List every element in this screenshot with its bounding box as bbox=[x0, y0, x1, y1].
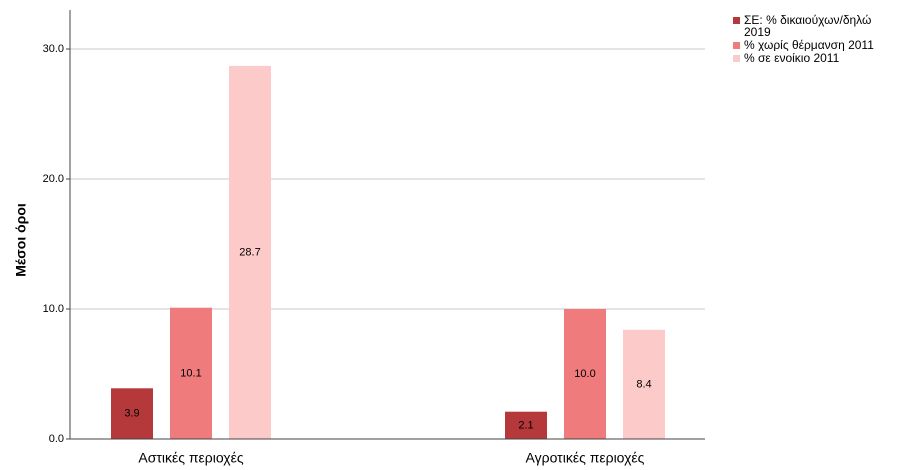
legend-label: ΣΕ: % δικαιούχων/δηλώ 2019 bbox=[744, 14, 872, 38]
y-tick-label: 20.0 bbox=[43, 173, 64, 185]
legend: ΣΕ: % δικαιούχων/δηλώ 2019% χωρίς θέρμαν… bbox=[733, 14, 901, 65]
legend-swatch bbox=[733, 55, 740, 62]
data-label: 28.7 bbox=[239, 246, 260, 258]
y-axis-title: Μέσοι όροι bbox=[13, 203, 29, 277]
legend-item: ΣΕ: % δικαιούχων/δηλώ 2019 bbox=[733, 14, 901, 38]
data-label: 10.1 bbox=[180, 367, 201, 379]
data-label: 3.9 bbox=[124, 408, 139, 420]
legend-label: % σε ενοίκιο 2011 bbox=[744, 52, 840, 64]
bar bbox=[229, 65, 271, 440]
legend-item: % σε ενοίκιο 2011 bbox=[733, 52, 901, 64]
y-tick-label: 10.0 bbox=[43, 303, 64, 315]
data-label: 2.1 bbox=[518, 419, 533, 431]
y-tick-label: 0.0 bbox=[49, 433, 64, 445]
bar bbox=[564, 309, 606, 439]
bar bbox=[623, 329, 665, 439]
legend-label: % χωρίς θέρμανση 2011 bbox=[744, 39, 874, 51]
bar bbox=[505, 411, 547, 439]
bar bbox=[170, 307, 212, 439]
legend-item: % χωρίς θέρμανση 2011 bbox=[733, 39, 901, 51]
legend-swatch bbox=[733, 17, 740, 24]
y-tick-label: 30.0 bbox=[43, 43, 64, 55]
data-label: 10.0 bbox=[574, 368, 595, 380]
data-label: 8.4 bbox=[636, 378, 651, 390]
x-tick-label: Αγροτικές περιοχές bbox=[526, 450, 645, 466]
legend-swatch bbox=[733, 42, 740, 49]
x-tick-label: Αστικές περιοχές bbox=[138, 450, 243, 466]
bar bbox=[111, 388, 153, 439]
